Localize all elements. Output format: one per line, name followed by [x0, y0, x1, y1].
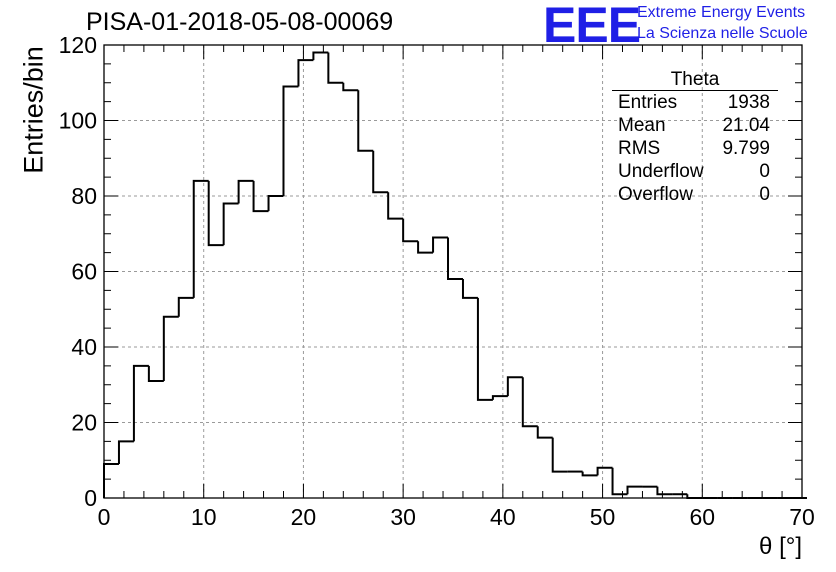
histogram-bin	[327, 52, 344, 84]
stats-value: 9.799	[722, 138, 770, 159]
x-tick-label: 70	[789, 504, 815, 530]
x-tick-label: 20	[291, 504, 317, 530]
stats-value: 21.04	[722, 115, 770, 136]
histogram-bin	[656, 486, 673, 496]
x-tick-label: 10	[191, 504, 217, 530]
histogram-bin	[387, 192, 404, 220]
histogram-bin	[686, 494, 703, 499]
y-tick-label: 60	[71, 259, 97, 285]
histogram-bin	[372, 150, 389, 194]
histogram-bin	[402, 218, 419, 243]
histogram-bin	[103, 463, 119, 498]
histogram-bin	[252, 180, 269, 213]
x-tick-label: 0	[98, 504, 111, 530]
y-tick-label: 0	[84, 485, 97, 511]
histogram-bin	[432, 236, 449, 253]
x-axis-label: θ [°]	[759, 533, 802, 560]
stats-value: 1938	[727, 92, 770, 113]
histogram-bin	[132, 364, 149, 442]
stats-value: 0	[759, 184, 770, 205]
histogram-bin	[536, 426, 553, 439]
stats-value: 0	[759, 161, 770, 182]
histogram-bin	[282, 85, 299, 196]
logo-line-1: Extreme Energy Events	[637, 4, 806, 21]
stats-row-overflow: Overflow 0	[612, 183, 778, 206]
histogram-bin	[342, 82, 359, 92]
y-tick-label: 40	[71, 334, 97, 360]
x-tick-label: 60	[689, 504, 715, 530]
histogram-bin	[177, 296, 194, 317]
y-tick-label: 80	[71, 183, 97, 209]
histogram-bin	[192, 179, 209, 298]
stats-label: RMS	[618, 138, 661, 159]
histogram-bin	[521, 377, 538, 428]
stats-row-underflow: Underflow 0	[612, 160, 778, 183]
stats-label: Underflow	[618, 161, 704, 182]
y-tick-label: 120	[59, 32, 97, 58]
x-tick-label: 40	[490, 504, 516, 530]
histogram-bin	[626, 485, 643, 495]
histogram-bin	[207, 180, 224, 247]
histogram-bin	[237, 179, 254, 204]
histogram-bin	[147, 365, 164, 382]
histogram-bin	[357, 90, 374, 152]
histogram-bin	[596, 466, 613, 476]
y-tick-label: 100	[59, 108, 97, 134]
histogram-bin	[506, 376, 523, 397]
stats-label: Entries	[618, 92, 678, 113]
histogram-bin	[417, 241, 434, 254]
stats-label: Overflow	[618, 184, 693, 205]
histogram-bin	[447, 237, 463, 281]
logo-line-2: La Scienza nelle Scuole	[637, 25, 808, 42]
histogram-bin	[491, 395, 508, 400]
stats-label: Mean	[618, 115, 666, 136]
histogram-bin	[461, 279, 478, 299]
histogram-bin	[222, 202, 239, 246]
histogram-bin	[581, 471, 598, 477]
y-axis-label: Entries/bin	[18, 46, 49, 174]
histogram-bin	[611, 467, 628, 496]
histogram-bin	[551, 437, 568, 473]
stats-box: Theta Entries 1938 Mean 21.04 RMS 9.799 …	[612, 70, 778, 206]
histogram-bin	[312, 51, 329, 61]
histogram-bin	[162, 315, 179, 381]
histogram-bin	[297, 59, 314, 87]
y-tick-label: 20	[71, 410, 97, 436]
stats-title: Theta	[612, 70, 778, 91]
chart-title: PISA-01-2018-05-08-00069	[86, 8, 394, 36]
histogram-bin	[267, 195, 284, 212]
stats-row-rms: RMS 9.799	[612, 137, 778, 160]
histogram-bin	[117, 440, 134, 465]
histogram-bin	[476, 297, 493, 401]
x-tick-label: 50	[590, 504, 616, 530]
eee-logo: EEE	[543, 0, 641, 53]
stats-row-entries: Entries 1938	[612, 91, 778, 114]
stats-row-mean: Mean 21.04	[612, 114, 778, 137]
x-tick-label: 30	[390, 504, 416, 530]
